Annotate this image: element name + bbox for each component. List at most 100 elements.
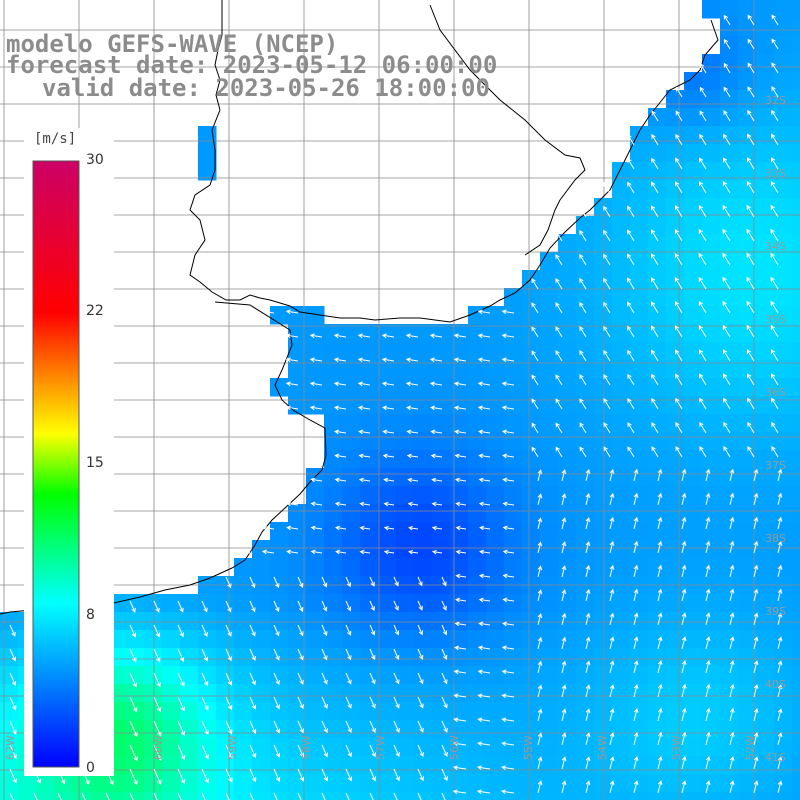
wind-speed-cell xyxy=(684,468,703,487)
wind-speed-cell xyxy=(684,198,703,217)
wind-arrow xyxy=(321,672,328,685)
wind-speed-cell xyxy=(756,270,775,289)
wind-speed-cell xyxy=(360,792,379,800)
wind-speed-cell xyxy=(216,702,235,721)
wind-speed-cell xyxy=(414,630,433,649)
wind-speed-cell xyxy=(630,468,649,487)
wind-arrow xyxy=(153,672,161,688)
wind-arrow xyxy=(417,600,423,611)
wind-speed-cell xyxy=(468,486,487,505)
wind-arrow xyxy=(746,252,755,266)
wind-speed-cell xyxy=(468,414,487,433)
wind-speed-cell xyxy=(738,522,757,541)
wind-arrow xyxy=(746,204,755,218)
wind-arrow xyxy=(261,309,275,315)
wind-speed-cell xyxy=(792,0,800,19)
wind-speed-cell xyxy=(684,630,703,649)
wind-arrow xyxy=(579,205,587,218)
wind-arrow xyxy=(359,549,371,555)
wind-speed-cell xyxy=(558,666,577,685)
wind-arrow xyxy=(753,660,759,674)
wind-speed-cell xyxy=(360,738,379,757)
wind-speed-cell xyxy=(468,612,487,631)
wind-speed-cell xyxy=(558,468,577,487)
wind-speed-cell xyxy=(630,306,649,325)
wind-speed-cell xyxy=(738,630,757,649)
wind-arrow xyxy=(345,648,352,661)
wind-speed-cell xyxy=(432,738,451,757)
wind-arrow xyxy=(454,429,467,435)
wind-arrow xyxy=(723,133,731,146)
wind-speed-cell xyxy=(486,702,505,721)
wind-arrow xyxy=(771,62,779,74)
wind-arrow xyxy=(657,468,663,482)
wind-speed-cell xyxy=(774,774,793,793)
wind-speed-cell xyxy=(360,612,379,631)
wind-arrow xyxy=(555,230,563,242)
wind-speed-cell xyxy=(630,216,649,235)
wind-speed-cell xyxy=(396,486,415,505)
wind-arrow xyxy=(201,696,209,711)
wind-speed-cell xyxy=(774,216,793,235)
model-title: modelo GEFS-WAVE (NCEP) xyxy=(6,30,339,58)
wind-arrow xyxy=(273,744,281,758)
wind-speed-cell xyxy=(774,18,793,37)
wind-arrow xyxy=(201,672,209,687)
wind-speed-cell xyxy=(378,540,397,559)
wind-speed-cell xyxy=(450,468,469,487)
wind-arrow xyxy=(723,109,731,122)
wind-speed-cell xyxy=(594,720,613,739)
wind-speed-cell xyxy=(342,540,361,559)
wind-arrow xyxy=(681,731,687,746)
wind-speed-cell xyxy=(756,684,775,703)
wind-arrow xyxy=(321,600,328,612)
wind-speed-cell xyxy=(18,792,37,800)
wind-speed-cell xyxy=(666,486,685,505)
wind-arrow xyxy=(723,86,731,98)
wind-speed-cell xyxy=(504,360,523,379)
wind-arrow xyxy=(561,780,567,794)
wind-speed-cell xyxy=(630,720,649,739)
wind-speed-cell xyxy=(288,342,307,361)
wind-speed-cell xyxy=(738,450,757,469)
wind-arrow xyxy=(201,768,209,784)
wind-arrow xyxy=(771,38,779,50)
wind-speed-cell xyxy=(792,774,800,793)
wind-speed-cell xyxy=(576,486,595,505)
wind-speed-cell xyxy=(234,738,253,757)
wind-speed-cell xyxy=(522,414,541,433)
wind-speed-cell xyxy=(252,720,271,739)
wind-speed-cell xyxy=(612,306,631,325)
wind-speed-cell xyxy=(720,450,739,469)
wind-speed-cell xyxy=(162,702,181,721)
wind-speed-cell xyxy=(522,720,541,739)
wind-speed-cell xyxy=(342,468,361,487)
wind-arrow xyxy=(561,708,567,722)
wind-arrow xyxy=(501,741,515,746)
wind-speed-cell xyxy=(594,288,613,307)
wind-speed-cell xyxy=(162,612,181,631)
wind-speed-cell xyxy=(774,432,793,451)
wind-speed-cell xyxy=(774,234,793,253)
wind-speed-cell xyxy=(666,630,685,649)
wind-speed-cell xyxy=(378,684,397,703)
wind-arrow xyxy=(310,477,323,483)
wind-speed-cell xyxy=(666,414,685,433)
wind-speed-cell xyxy=(630,360,649,379)
wind-speed-cell xyxy=(0,666,19,685)
wind-speed-cell xyxy=(270,756,289,775)
wind-arrow xyxy=(359,525,371,531)
wind-arrow xyxy=(657,659,663,674)
wind-speed-cell xyxy=(702,378,721,397)
wind-speed-cell xyxy=(450,558,469,577)
wind-arrow xyxy=(129,720,138,738)
wind-speed-cell xyxy=(126,630,145,649)
wind-arrow xyxy=(531,422,539,434)
wind-arrow xyxy=(555,422,563,434)
wind-speed-cell xyxy=(540,540,559,559)
wind-arrow xyxy=(657,612,663,626)
wind-speed-cell xyxy=(612,522,631,541)
wind-speed-cell xyxy=(522,558,541,577)
wind-speed-cell xyxy=(414,594,433,613)
